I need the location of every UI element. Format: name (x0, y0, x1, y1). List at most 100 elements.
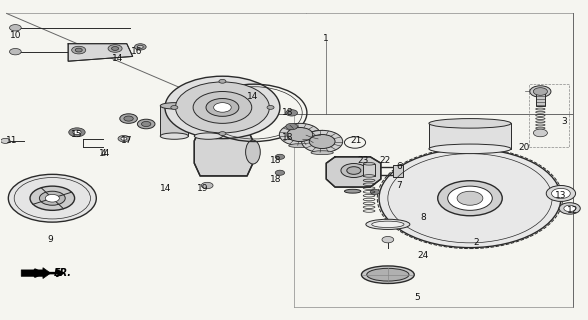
Circle shape (379, 149, 561, 248)
Ellipse shape (289, 144, 311, 148)
Text: 1: 1 (323, 35, 329, 44)
Text: 14: 14 (247, 92, 259, 101)
Circle shape (9, 49, 21, 55)
Text: 24: 24 (417, 251, 429, 260)
Circle shape (267, 106, 274, 109)
Ellipse shape (429, 119, 511, 128)
Circle shape (112, 47, 119, 50)
Text: 12: 12 (567, 206, 579, 215)
Ellipse shape (362, 266, 415, 284)
Circle shape (552, 188, 570, 198)
Circle shape (559, 203, 580, 214)
FancyArrowPatch shape (27, 270, 42, 276)
Ellipse shape (366, 219, 410, 229)
Text: 8: 8 (420, 213, 426, 222)
Circle shape (564, 205, 576, 212)
Text: 20: 20 (519, 143, 530, 152)
Circle shape (8, 174, 96, 222)
Ellipse shape (363, 163, 375, 165)
Circle shape (370, 189, 380, 195)
Circle shape (219, 79, 226, 83)
Text: FR.: FR. (54, 268, 72, 278)
Ellipse shape (161, 133, 188, 139)
Circle shape (135, 44, 146, 50)
Circle shape (286, 110, 298, 116)
Circle shape (457, 191, 483, 205)
Polygon shape (326, 157, 381, 187)
Text: 13: 13 (555, 190, 567, 200)
Bar (161, 106, 188, 136)
Text: 15: 15 (71, 130, 83, 139)
Ellipse shape (142, 122, 151, 126)
Circle shape (201, 182, 213, 189)
Circle shape (73, 130, 81, 134)
Circle shape (309, 134, 335, 148)
Circle shape (275, 170, 285, 175)
Circle shape (447, 186, 492, 210)
Text: 5: 5 (415, 292, 420, 301)
Polygon shape (194, 128, 253, 176)
Bar (393, 165, 403, 177)
Circle shape (437, 181, 502, 216)
Circle shape (279, 123, 320, 146)
Text: 14: 14 (161, 184, 172, 193)
Bar (529, 84, 569, 147)
Circle shape (341, 164, 367, 178)
Bar (194, 106, 222, 136)
Circle shape (530, 86, 551, 97)
Ellipse shape (429, 144, 511, 154)
Text: 2: 2 (473, 238, 479, 247)
Text: 4: 4 (101, 149, 106, 158)
Ellipse shape (372, 221, 404, 228)
Circle shape (347, 167, 361, 174)
Circle shape (546, 186, 576, 201)
Text: 14: 14 (112, 53, 123, 62)
Circle shape (45, 195, 59, 202)
Ellipse shape (345, 189, 361, 193)
Circle shape (69, 128, 85, 137)
Ellipse shape (194, 103, 222, 109)
Circle shape (72, 46, 86, 54)
Circle shape (121, 137, 127, 140)
Circle shape (9, 25, 21, 31)
Bar (429, 123, 511, 149)
Circle shape (382, 236, 394, 243)
Ellipse shape (138, 119, 155, 129)
Circle shape (213, 103, 231, 112)
Ellipse shape (363, 175, 375, 177)
Circle shape (286, 123, 298, 130)
Ellipse shape (194, 133, 222, 139)
Circle shape (30, 186, 75, 210)
Text: 3: 3 (561, 117, 567, 126)
Bar (536, 92, 545, 106)
Circle shape (118, 135, 130, 142)
Ellipse shape (124, 116, 133, 121)
Circle shape (302, 130, 343, 153)
Circle shape (75, 48, 82, 52)
Circle shape (219, 132, 226, 135)
Text: 18: 18 (269, 156, 281, 164)
Circle shape (171, 106, 178, 109)
Ellipse shape (120, 114, 138, 123)
Circle shape (165, 76, 280, 139)
Ellipse shape (246, 140, 260, 164)
Circle shape (39, 191, 65, 205)
Text: 9: 9 (48, 235, 54, 244)
Circle shape (287, 127, 313, 141)
Polygon shape (68, 44, 133, 61)
Bar (363, 164, 375, 176)
Circle shape (175, 82, 269, 133)
Text: 18: 18 (282, 133, 294, 142)
Text: 21: 21 (350, 136, 361, 145)
Text: 7: 7 (397, 181, 402, 190)
Text: 6: 6 (397, 162, 402, 171)
Text: 17: 17 (121, 136, 132, 145)
Circle shape (533, 88, 547, 95)
Ellipse shape (367, 268, 409, 281)
Circle shape (1, 138, 10, 143)
Text: 23: 23 (358, 156, 369, 164)
Text: 18: 18 (282, 108, 294, 117)
Text: 18: 18 (269, 175, 281, 184)
Circle shape (138, 45, 143, 49)
Circle shape (193, 92, 252, 123)
